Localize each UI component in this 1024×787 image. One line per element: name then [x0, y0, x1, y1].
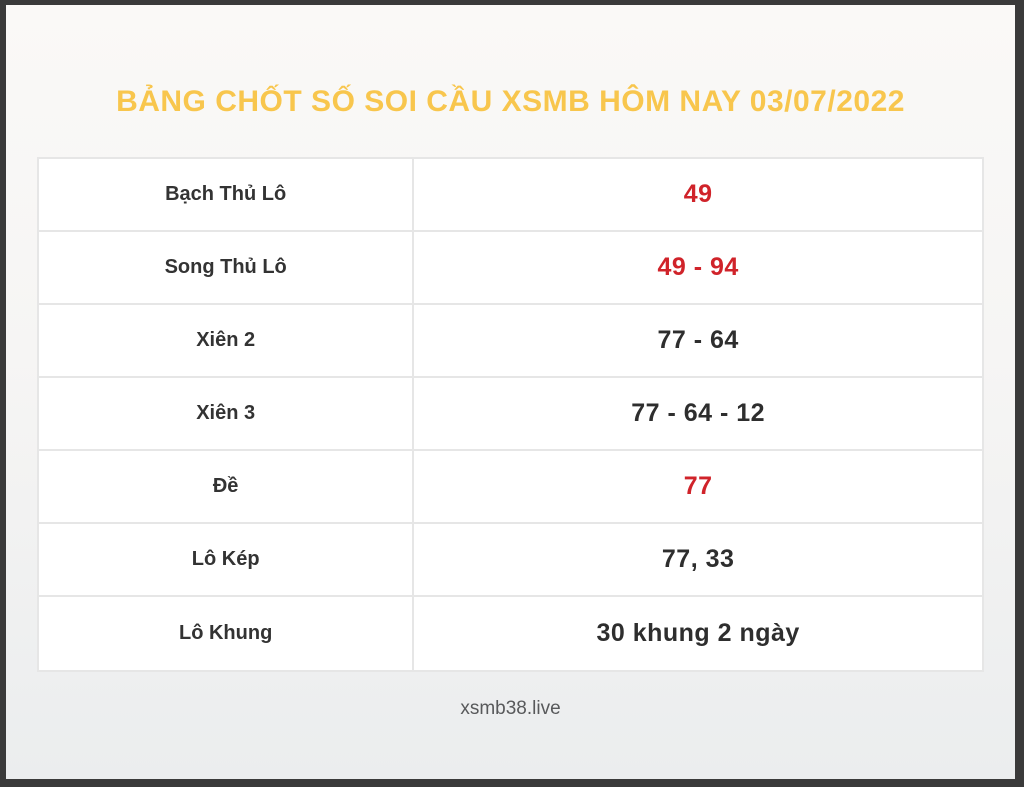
row-label: Xiên 3	[39, 378, 415, 449]
row-label: Lô Kép	[39, 524, 415, 595]
table-row: Lô Kép 77, 33	[39, 524, 982, 597]
row-label: Song Thủ Lô	[39, 232, 415, 303]
page-background: BẢNG CHỐT SỐ SOI CẦU XSMB HÔM NAY 03/07/…	[6, 5, 1015, 779]
row-label: Xiên 2	[39, 305, 415, 376]
row-value: 77 - 64	[657, 326, 739, 354]
table-row: Xiên 3 77 - 64 - 12	[39, 378, 982, 451]
table-row: Xiên 2 77 - 64	[39, 305, 982, 378]
table-row: Bạch Thủ Lô 49	[39, 159, 982, 232]
row-value: 30 khung 2 ngày	[596, 619, 800, 647]
row-value: 49	[683, 180, 713, 208]
row-value: 77, 33	[661, 545, 735, 573]
row-value: 49 - 94	[657, 253, 739, 281]
table-row: Đề 77	[39, 451, 982, 524]
page-title: BẢNG CHỐT SỐ SOI CẦU XSMB HÔM NAY 03/07/…	[116, 85, 905, 118]
row-value: 77 - 64 - 12	[631, 399, 766, 427]
row-label: Lô Khung	[39, 597, 415, 670]
site-watermark: xsmb38.live	[460, 698, 561, 719]
row-value: 77	[683, 472, 713, 500]
prediction-table: Bạch Thủ Lô 49 Song Thủ Lô 49 - 94 Xiên …	[37, 157, 984, 672]
table-row: Song Thủ Lô 49 - 94	[39, 232, 982, 305]
table-row: Lô Khung 30 khung 2 ngày	[39, 597, 982, 670]
row-label: Bạch Thủ Lô	[39, 159, 415, 230]
row-label: Đề	[39, 451, 415, 522]
